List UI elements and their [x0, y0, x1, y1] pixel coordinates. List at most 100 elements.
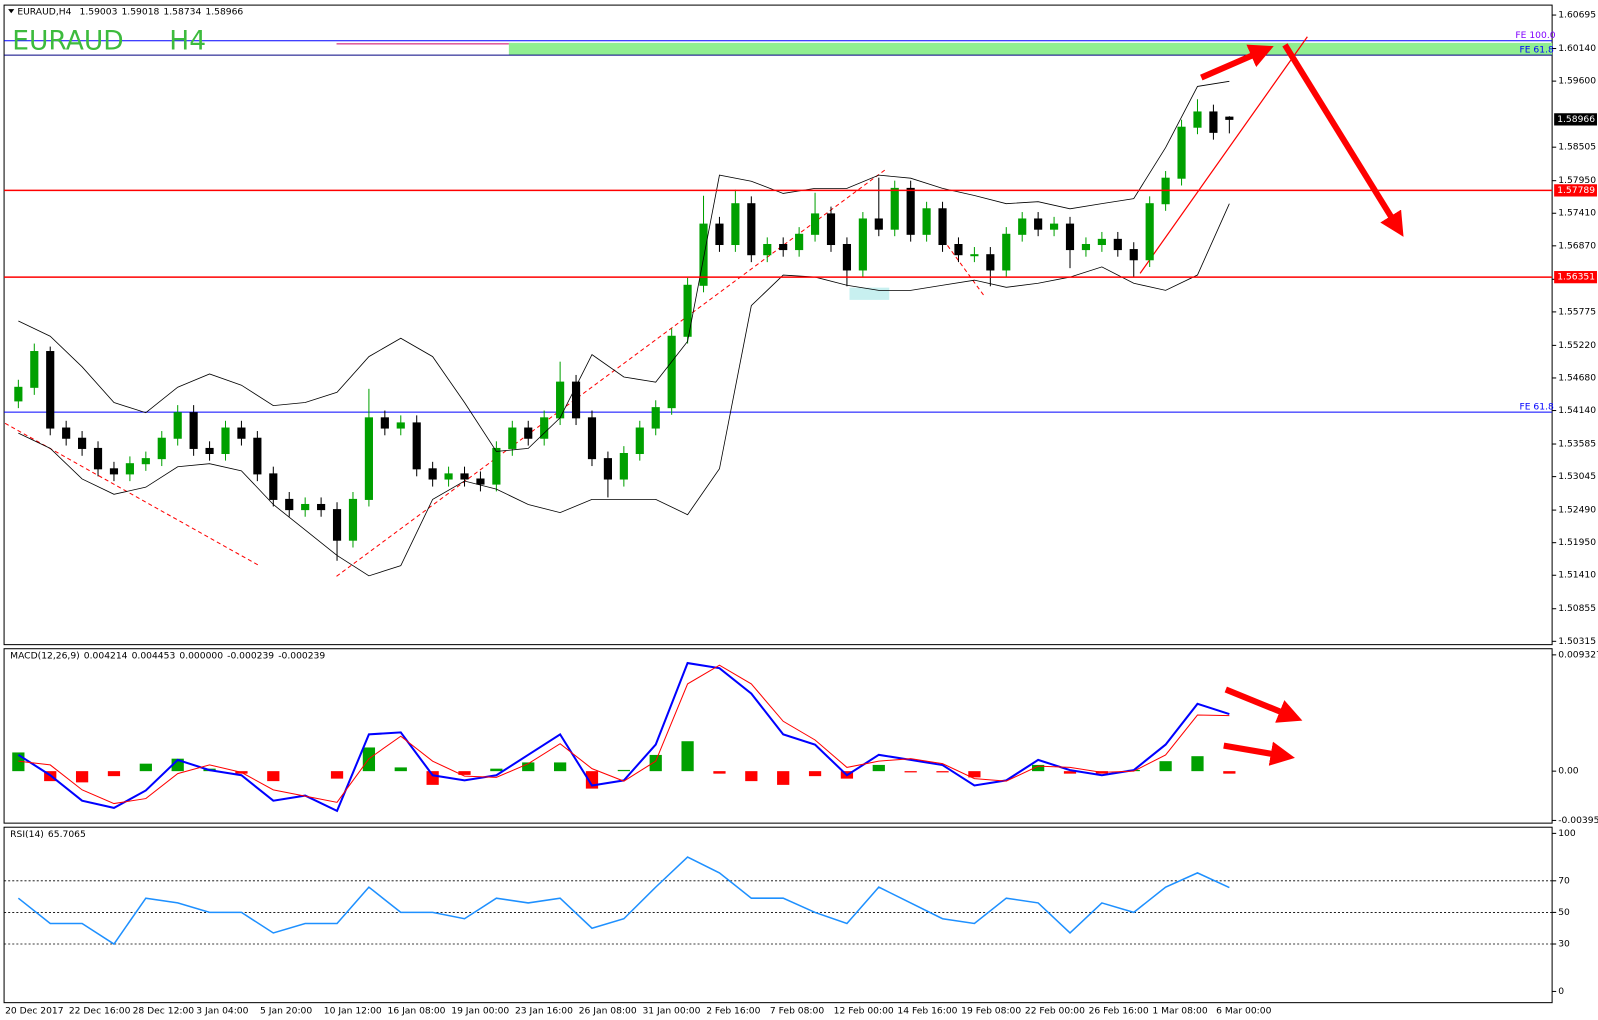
level-price-box	[1554, 271, 1597, 284]
candle-body	[715, 223, 724, 246]
candle-body	[1225, 116, 1234, 120]
y-tick-label: 1.55220	[1558, 340, 1596, 351]
y-tick-label: 1.50855	[1558, 603, 1596, 614]
level-price-label: 1.57789	[1557, 185, 1595, 196]
y-tick-label: 70	[1558, 875, 1570, 886]
y-tick-label: 1.55775	[1558, 306, 1596, 317]
candle-body	[476, 478, 485, 485]
x-tick-label: 28 Dec 12:00	[133, 1005, 195, 1016]
y-tick-label: 30	[1558, 939, 1570, 950]
candle-body	[46, 351, 55, 429]
rsi-panel	[3, 826, 1553, 1004]
x-tick-label: 3 Jan 04:00	[196, 1005, 248, 1016]
current-price-label: 1.58966	[1557, 114, 1595, 125]
x-tick-label: 22 Feb 00:00	[1025, 1005, 1085, 1016]
candle-body	[221, 427, 230, 455]
histogram-bar	[713, 771, 726, 774]
histogram-bar	[1032, 764, 1045, 772]
readout: MACD(12,26,9)	[10, 650, 80, 661]
readout: 0.004453	[132, 650, 176, 661]
candle-body	[683, 284, 692, 337]
candle-body	[93, 447, 103, 470]
candle-body	[237, 427, 246, 439]
readout: 65.7065	[48, 829, 86, 840]
fe-label: FE 100.0	[1515, 30, 1555, 41]
candle-body	[125, 463, 134, 475]
y-tick-label: 0.00	[1558, 766, 1579, 777]
readout: 0.004214	[84, 650, 128, 661]
y-tick-label: 0	[1558, 986, 1564, 997]
candle-body	[858, 218, 867, 271]
histogram-bar	[745, 771, 758, 782]
candle-body	[444, 473, 453, 480]
histogram-bar	[267, 771, 280, 782]
x-tick-label: 16 Jan 08:00	[388, 1005, 446, 1016]
candle-body	[1049, 223, 1059, 230]
candle-body	[667, 335, 676, 409]
y-tick-label: 1.54140	[1558, 405, 1596, 416]
readout: 0.000000	[179, 650, 223, 661]
histogram-bar	[394, 767, 407, 772]
histogram-bar	[968, 771, 981, 778]
y-tick-label: 1.52490	[1558, 505, 1596, 516]
candle-body	[253, 437, 262, 475]
candle-body	[285, 498, 294, 511]
candle-body	[1113, 238, 1122, 251]
candle-body	[30, 351, 39, 388]
candle-body	[603, 458, 612, 480]
candle-body	[826, 213, 836, 246]
x-tick-label: 26 Feb 16:00	[1089, 1005, 1149, 1016]
menu-triangle[interactable]	[8, 9, 15, 14]
arrows	[1200, 43, 1404, 766]
candle-body	[906, 187, 915, 235]
histogram-bar	[139, 763, 152, 772]
candle-body	[571, 381, 581, 419]
target-zone	[508, 42, 1553, 56]
candle-body	[317, 503, 326, 511]
histogram-bar	[872, 764, 885, 772]
arrow	[1200, 44, 1274, 81]
macd-line	[17, 661, 1230, 813]
candle-body	[890, 187, 899, 230]
x-tick-label: 31 Jan 00:00	[642, 1005, 700, 1016]
y-tick-label: 1.51950	[1558, 537, 1596, 548]
histogram-bar	[777, 771, 790, 785]
histogram-bar	[808, 771, 822, 777]
bollinger-band	[18, 80, 1230, 452]
main-panel	[3, 4, 1553, 646]
candle-body	[540, 417, 549, 439]
highlight-box	[849, 287, 890, 300]
histogram-bar	[75, 771, 89, 783]
candle-body	[157, 437, 166, 460]
y-tick-label: 1.56870	[1558, 240, 1596, 251]
candle-body	[699, 223, 708, 286]
readout: RSI(14)	[10, 829, 44, 840]
x-tick-label: 19 Feb 08:00	[961, 1005, 1021, 1016]
trend-line	[4, 422, 261, 567]
y-tick-label: 0.009327	[1558, 649, 1598, 660]
trend-line	[1139, 36, 1308, 274]
candle-body	[1193, 111, 1202, 128]
x-tick-label: 14 Feb 16:00	[897, 1005, 957, 1016]
candle-body	[460, 473, 469, 480]
readout: 1.58734	[163, 7, 201, 18]
candle-body	[62, 427, 71, 439]
histogram-bar	[1223, 771, 1236, 774]
candle-body	[874, 218, 883, 230]
candle-body	[986, 254, 995, 271]
histogram-bar	[936, 771, 949, 773]
candle-body	[922, 208, 931, 235]
x-tick-label: 10 Jan 12:00	[324, 1005, 382, 1016]
x-tick-label: 6 Mar 00:00	[1216, 1005, 1271, 1016]
candle-body	[810, 213, 820, 235]
x-tick-label: 5 Jan 20:00	[260, 1005, 312, 1016]
histogram-bar	[522, 762, 535, 772]
y-tick-label: 1.60695	[1558, 10, 1596, 21]
candle-body	[1034, 218, 1043, 230]
candle-body	[587, 417, 597, 460]
readout: -0.000239	[278, 650, 325, 661]
candle-body	[189, 412, 198, 449]
histogram-bar	[1191, 756, 1204, 772]
